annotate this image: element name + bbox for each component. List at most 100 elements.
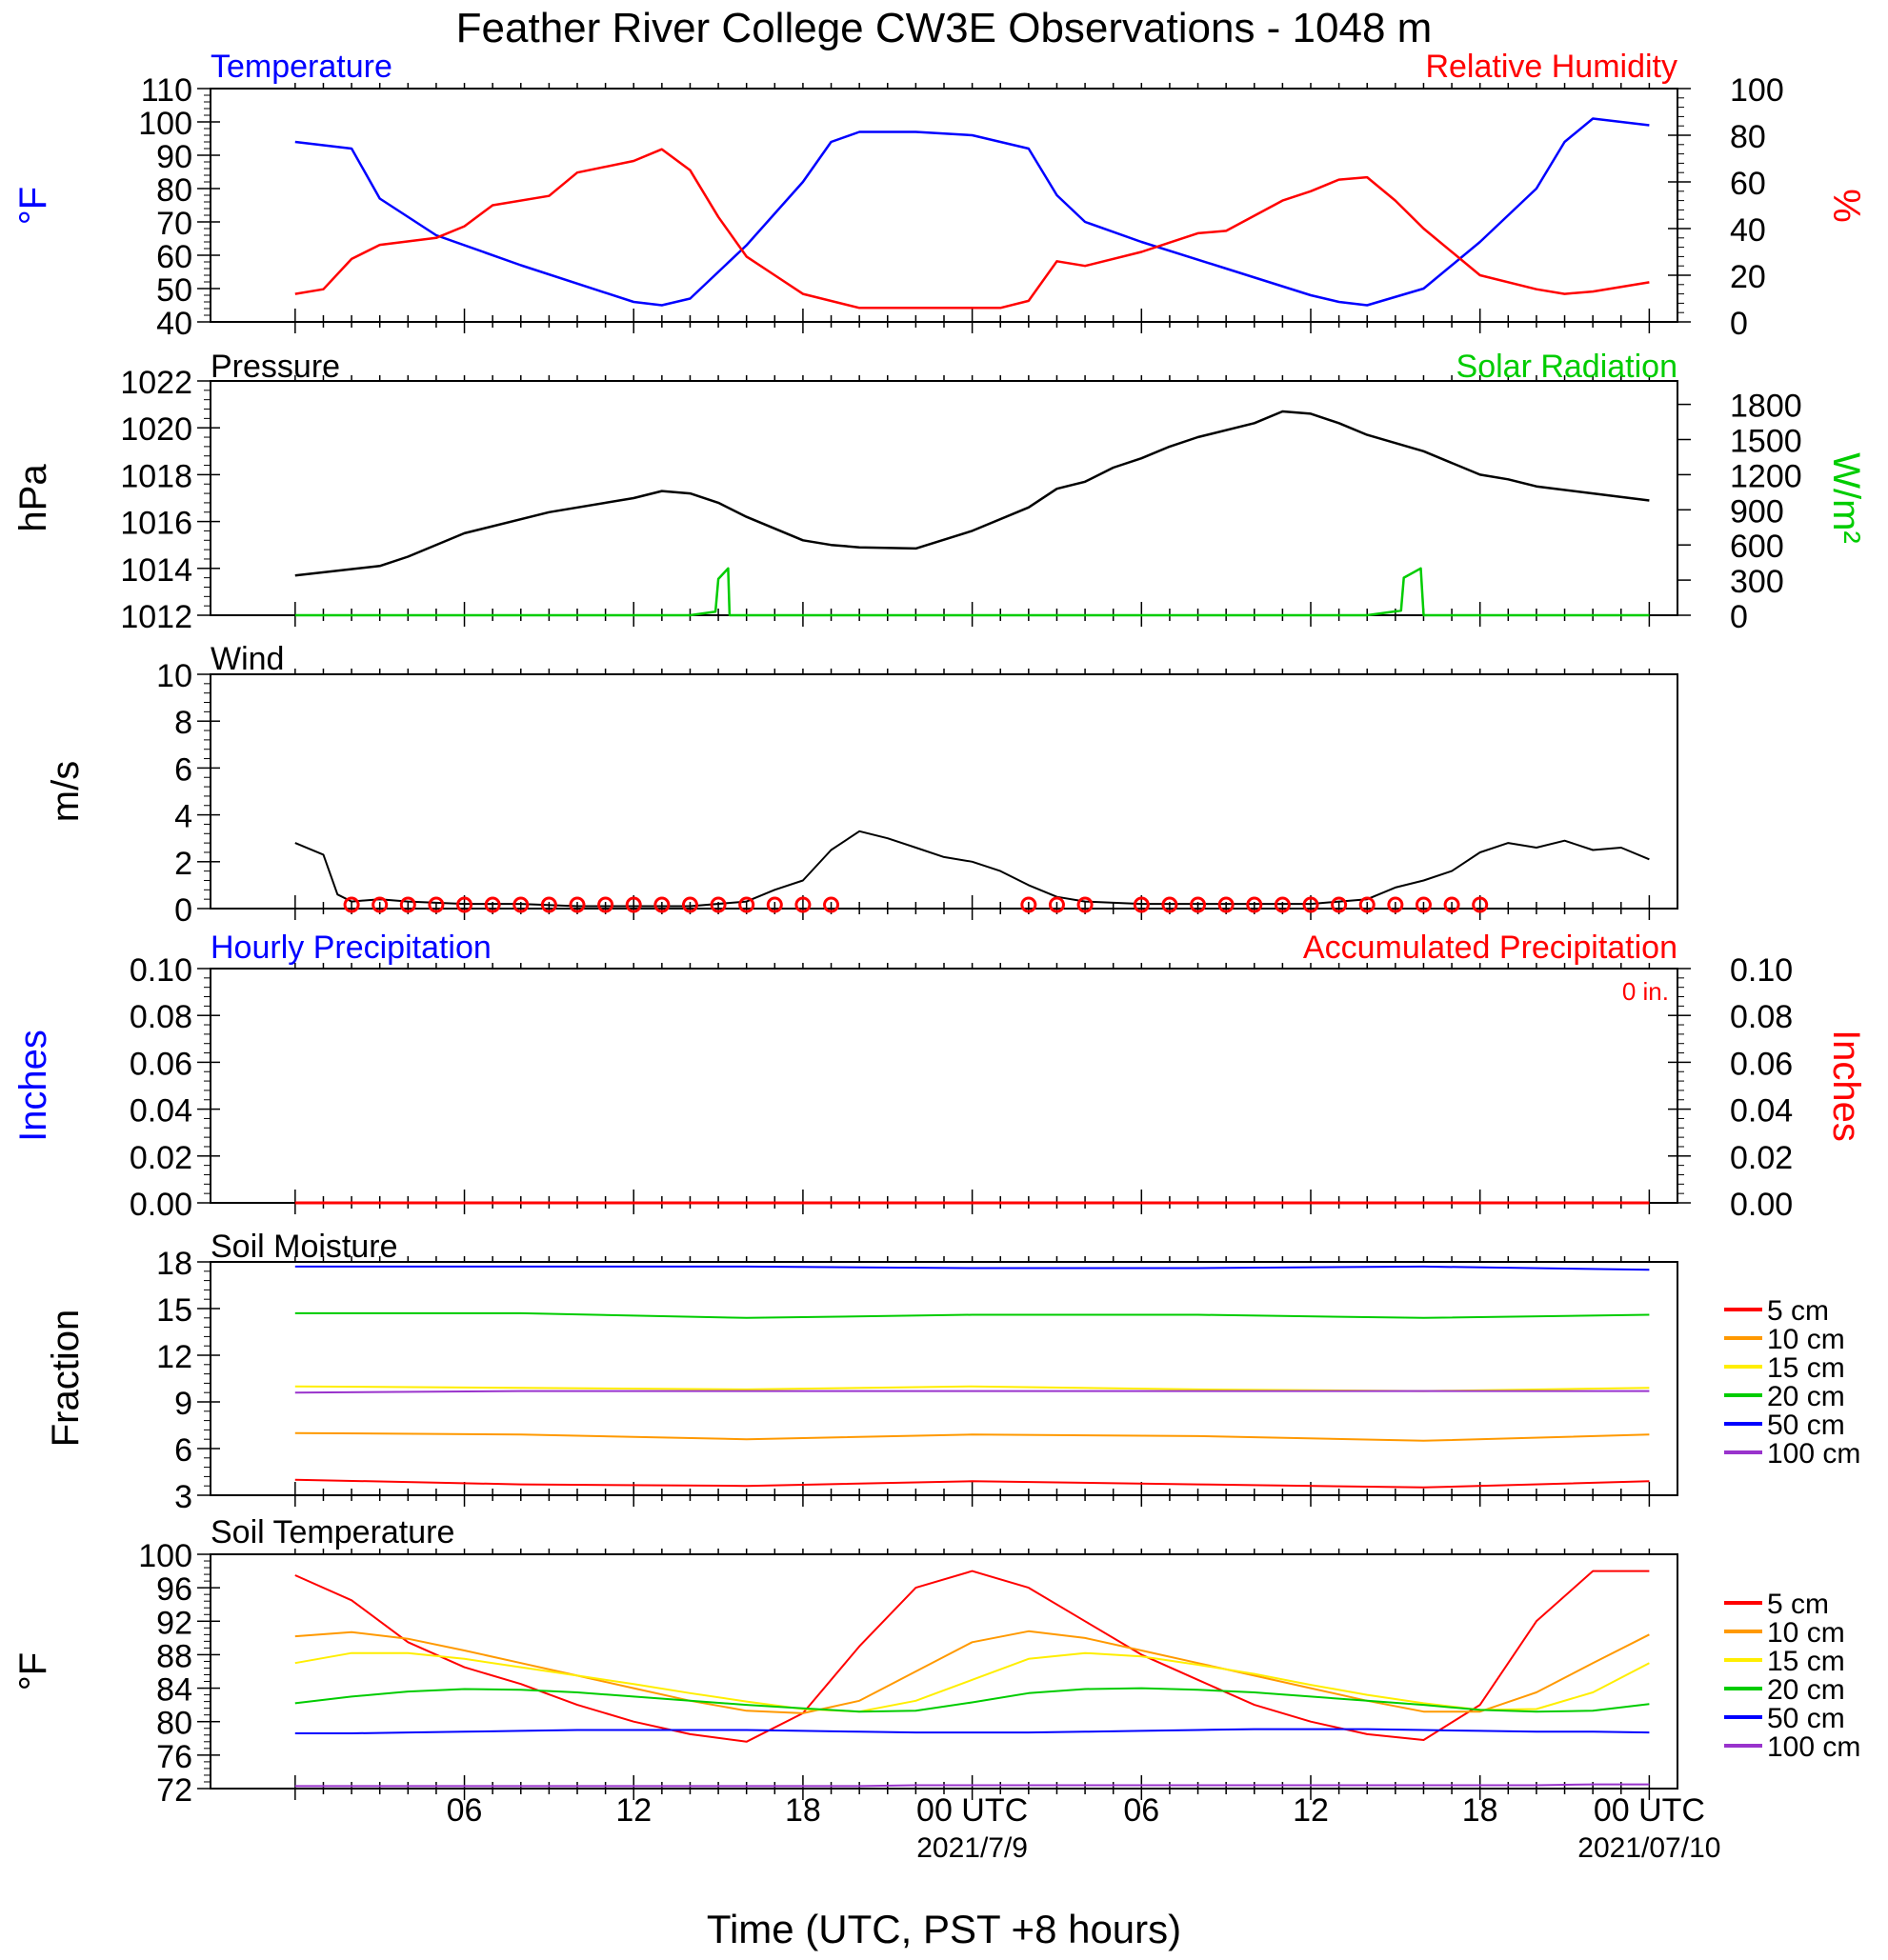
calm-wind-marker xyxy=(794,896,812,913)
calm-wind-marker xyxy=(569,896,586,913)
wind-panel-title: Wind xyxy=(211,641,284,677)
soil-moisture-axis-ytick-label: 15 xyxy=(156,1292,192,1329)
soil-temperature-legend-label: 10 cm xyxy=(1767,1617,1845,1649)
soil-temperature-axis-ytick-label: 72 xyxy=(156,1772,192,1809)
calm-wind-marker xyxy=(372,896,389,913)
hourly-precip-axis-ytick-label: 0.02 xyxy=(130,1140,192,1176)
wind-axis-ytick-label: 2 xyxy=(174,846,192,882)
soil-temperature-series xyxy=(294,1728,1650,1734)
soil-moisture-axis-ytick-label: 6 xyxy=(174,1432,192,1469)
radiation-axis-label: W/m² xyxy=(1825,452,1867,544)
x-tick-label: 00 UTC xyxy=(1594,1792,1705,1829)
radiation-axis-ytick-label: 1500 xyxy=(1730,424,1802,460)
soil-temperature-series xyxy=(294,1783,1650,1788)
temperature-axis-ytick-label: 100 xyxy=(138,106,192,142)
wind-panel-frame xyxy=(210,673,1678,910)
accum-precip-axis-ytick-label: 0.00 xyxy=(1730,1187,1793,1223)
calm-wind-marker xyxy=(1302,896,1319,913)
soil-moisture-series xyxy=(294,1478,1650,1489)
accum-precip-axis-ytick-label: 0.02 xyxy=(1730,1140,1793,1176)
wind-axis-ytick-label: 8 xyxy=(174,705,192,741)
calm-wind-marker xyxy=(1020,896,1037,913)
calm-wind-marker xyxy=(428,896,445,913)
calm-wind-marker xyxy=(710,896,727,913)
calm-wind-marker xyxy=(1274,896,1291,913)
humidity-axis-ytick-label: 100 xyxy=(1730,72,1784,109)
pressure-axis-ytick-label: 1016 xyxy=(120,506,192,542)
soil-temperature-axis-ytick-label: 100 xyxy=(138,1538,192,1574)
temperature-axis-ytick-label: 40 xyxy=(156,306,192,342)
calm-wind-marker xyxy=(653,896,671,913)
soil-moisture-axis-label: Fraction xyxy=(45,1310,87,1448)
soil-temperature-axis-ytick-label: 88 xyxy=(156,1638,192,1674)
humidity-axis-ytick-label: 60 xyxy=(1730,166,1766,202)
soil-moisture-panel-title: Soil Moisture xyxy=(211,1229,398,1265)
humidity-axis-ytick-label: 20 xyxy=(1730,259,1766,295)
calm-wind-marker xyxy=(1246,896,1263,913)
temperature-axis-ytick-label: 90 xyxy=(156,139,192,175)
soil-temperature-legend-label: 15 cm xyxy=(1767,1646,1845,1677)
calm-wind-marker xyxy=(399,896,416,913)
temperature-series xyxy=(294,117,1650,307)
calm-wind-marker xyxy=(484,896,501,913)
calm-wind-marker xyxy=(823,896,840,913)
calm-wind-marker xyxy=(625,896,642,913)
calm-wind-marker xyxy=(1076,896,1094,913)
x-tick-label: 06 xyxy=(1123,1792,1159,1829)
soil-temperature-axis-ytick-label: 80 xyxy=(156,1706,192,1742)
soil-moisture-legend-label: 10 cm xyxy=(1767,1324,1845,1355)
soil-moisture-legend-label: 5 cm xyxy=(1767,1295,1829,1327)
x-date-label: 2021/07/10 xyxy=(1577,1832,1720,1864)
soil-moisture-axis-ytick-label: 18 xyxy=(156,1246,192,1282)
humidity-axis-ytick-label: 80 xyxy=(1730,119,1766,155)
soil-moisture-series xyxy=(294,1265,1650,1271)
calm-wind-marker xyxy=(1217,896,1235,913)
calm-wind-marker xyxy=(540,896,557,913)
hourly-precip-axis-ytick-label: 0.10 xyxy=(130,952,192,989)
wind-axis-ytick-label: 10 xyxy=(156,658,192,694)
radiation-axis-ytick-label: 300 xyxy=(1730,564,1784,600)
calm-wind-marker xyxy=(456,896,473,913)
soil-moisture-series xyxy=(294,1311,1650,1319)
hourly-precip-axis-ytick-label: 0.08 xyxy=(130,999,192,1035)
radiation-axis-ytick-label: 0 xyxy=(1730,599,1748,635)
wind-axis-ytick-label: 6 xyxy=(174,751,192,788)
soil-temperature-panel-title: Soil Temperature xyxy=(211,1514,454,1550)
precipitation-panel-frame xyxy=(210,968,1678,1204)
accum-precip-axis-ytick-label: 0.10 xyxy=(1730,952,1793,989)
soil-moisture-legend-label: 20 cm xyxy=(1767,1381,1845,1412)
humidity-axis-ytick-label: 40 xyxy=(1730,212,1766,249)
soil-moisture-axis-ytick-label: 12 xyxy=(156,1339,192,1375)
soil-moisture-axis-ytick-label: 9 xyxy=(174,1386,192,1422)
calm-wind-marker xyxy=(1358,896,1376,913)
soil-temperature-legend-label: 20 cm xyxy=(1767,1674,1845,1706)
calm-wind-marker xyxy=(738,896,755,913)
calm-wind-marker xyxy=(1415,896,1432,913)
humidity-axis-ytick-label: 0 xyxy=(1730,306,1748,342)
chart-title: Feather River College CW3E Observations … xyxy=(456,5,1433,51)
calm-wind-marker xyxy=(597,896,614,913)
radiation-axis-ytick-label: 1200 xyxy=(1730,458,1802,494)
soil-moisture-legend-label: 100 cm xyxy=(1767,1438,1860,1470)
calm-wind-marker xyxy=(1161,896,1178,913)
hourly-precip-axis-ytick-label: 0.00 xyxy=(130,1187,192,1223)
calm-wind-marker xyxy=(1472,896,1489,913)
radiation-series xyxy=(294,567,1650,617)
temperature-panel-title: Temperature xyxy=(211,49,392,85)
x-axis-label: Time (UTC, PST +8 hours) xyxy=(707,1907,1181,1951)
accum-precip-axis-ytick-label: 0.06 xyxy=(1730,1046,1793,1082)
temperature-axis-ytick-label: 50 xyxy=(156,272,192,309)
hourly-precip-axis-ytick-label: 0.04 xyxy=(130,1093,192,1130)
radiation-panel-title: Solar Radiation xyxy=(1456,349,1677,385)
calm-wind-marker xyxy=(766,896,783,913)
accum-precip-axis-label: Inches xyxy=(1825,1030,1867,1142)
calm-wind-marker xyxy=(1331,896,1348,913)
calm-wind-marker xyxy=(1387,896,1404,913)
calm-wind-marker xyxy=(681,896,698,913)
soil-moisture-series xyxy=(294,1390,1650,1394)
humidity-series xyxy=(294,148,1650,310)
calm-wind-marker xyxy=(1048,896,1065,913)
accum-precip-axis-ytick-label: 0.08 xyxy=(1730,999,1793,1035)
pressure-axis-ytick-label: 1012 xyxy=(120,599,192,635)
